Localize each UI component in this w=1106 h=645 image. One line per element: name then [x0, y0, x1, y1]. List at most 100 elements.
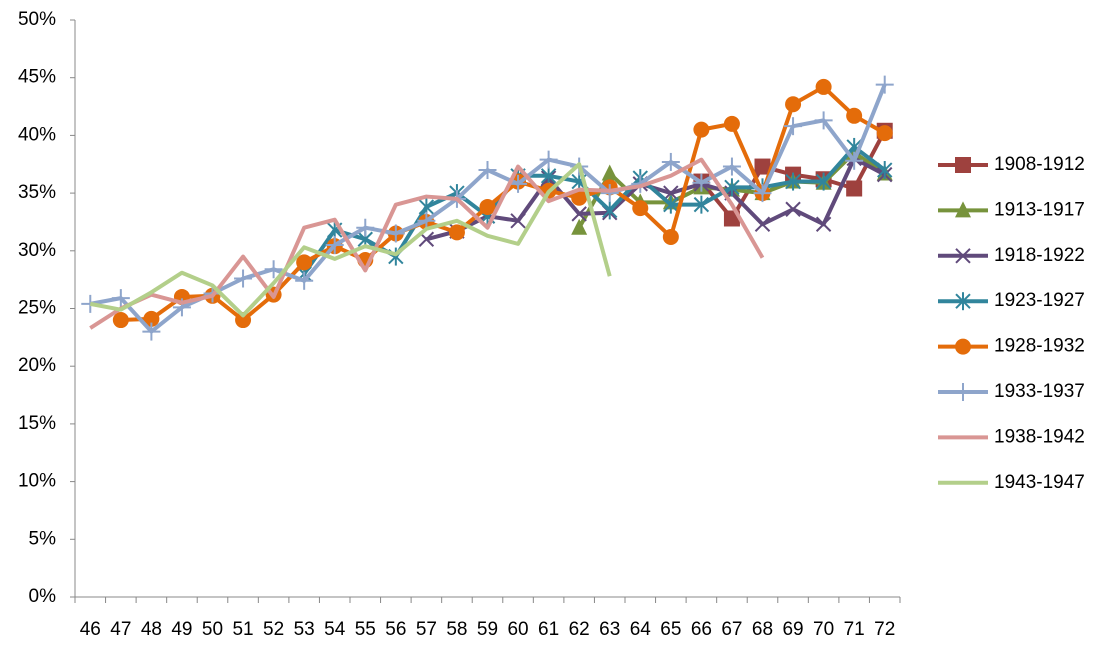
y-tick-label: 10%	[18, 471, 56, 492]
marker	[600, 184, 619, 203]
marker	[662, 228, 679, 245]
marker	[954, 383, 972, 401]
x-tick-label: 62	[569, 619, 590, 640]
y-tick-label: 5%	[29, 528, 57, 549]
marker	[661, 152, 680, 171]
marker	[875, 75, 894, 94]
series-line	[89, 157, 765, 330]
marker	[510, 213, 526, 229]
x-tick-label: 52	[263, 619, 284, 640]
legend-label: 1923-1927	[994, 290, 1085, 311]
x-tick-label: 54	[324, 619, 346, 640]
y-tick-label: 25%	[18, 298, 56, 319]
marker	[601, 164, 618, 181]
marker	[478, 161, 497, 180]
marker-stroke	[955, 248, 971, 264]
marker	[142, 322, 161, 341]
x-tick-label: 70	[813, 619, 834, 640]
marker	[876, 125, 893, 142]
marker	[785, 96, 802, 113]
marker-stroke	[571, 206, 587, 222]
x-tick-label: 48	[141, 619, 162, 640]
marker	[955, 157, 971, 173]
marker	[112, 312, 129, 329]
y-tick-label: 50%	[18, 9, 56, 30]
x-tick-label: 67	[721, 619, 742, 640]
x-tick-label: 68	[752, 619, 773, 640]
marker	[417, 211, 436, 230]
marker	[815, 216, 832, 232]
y-tick-label: 20%	[18, 355, 56, 376]
y-tick-label: 35%	[18, 182, 56, 203]
x-tick-label: 60	[507, 619, 528, 640]
y-tick-label: 40%	[18, 124, 56, 145]
marker	[784, 117, 803, 136]
series-line	[89, 162, 612, 318]
x-tick-label: 61	[538, 619, 559, 640]
x-tick-label: 71	[844, 619, 865, 640]
marker	[722, 157, 741, 176]
legend-label: 1913-1917	[994, 199, 1085, 220]
y-tick-label: 45%	[18, 67, 56, 88]
series-line	[425, 156, 886, 242]
x-tick-label: 57	[416, 619, 437, 640]
x-tick-label: 59	[477, 619, 498, 640]
marker	[602, 201, 618, 220]
marker-stroke	[663, 185, 679, 201]
marker	[571, 218, 588, 235]
x-tick-label: 63	[599, 619, 620, 640]
y-tick-label: 15%	[18, 413, 56, 434]
marker	[448, 224, 465, 241]
x-tick-label: 72	[874, 619, 895, 640]
x-tick-label: 64	[630, 619, 652, 640]
x-tick-label: 50	[202, 619, 223, 640]
marker	[295, 271, 314, 290]
x-tick-label: 66	[691, 619, 712, 640]
marker	[356, 218, 375, 237]
marker	[234, 269, 253, 288]
marker-stroke	[815, 216, 832, 232]
marker	[386, 224, 405, 243]
marker	[296, 254, 313, 271]
marker	[815, 172, 832, 191]
marker	[264, 260, 283, 279]
marker	[815, 78, 832, 95]
marker	[955, 338, 971, 355]
x-tick-label: 51	[232, 619, 253, 640]
series-line	[120, 84, 886, 323]
marker	[692, 173, 711, 192]
marker-stroke	[510, 213, 526, 229]
legend-label: 1933-1937	[994, 381, 1085, 402]
x-tick-label: 49	[171, 619, 192, 640]
marker	[846, 180, 863, 197]
marker-stroke	[418, 231, 435, 247]
marker	[955, 248, 971, 264]
marker	[753, 184, 772, 203]
marker	[724, 178, 740, 197]
marker	[693, 195, 710, 214]
marker	[754, 216, 771, 232]
marker	[539, 150, 558, 169]
marker	[143, 310, 160, 327]
legend-label: 1928-1932	[994, 336, 1085, 357]
marker	[955, 292, 971, 311]
y-tick-label: 0%	[29, 586, 57, 607]
marker	[325, 236, 344, 255]
marker	[571, 206, 587, 222]
x-tick-label: 58	[446, 619, 467, 640]
marker	[663, 185, 679, 201]
marker	[479, 198, 496, 215]
x-tick-label: 56	[385, 619, 406, 640]
marker-stroke	[754, 216, 771, 232]
marker	[663, 195, 679, 214]
legend-label: 1943-1947	[994, 472, 1085, 493]
marker	[846, 107, 863, 124]
marker	[785, 201, 801, 217]
legend-label: 1938-1942	[994, 426, 1085, 447]
marker	[235, 312, 252, 329]
marker	[632, 200, 649, 217]
marker-stroke	[785, 201, 801, 217]
x-tick-label: 65	[660, 619, 681, 640]
marker	[540, 166, 557, 185]
